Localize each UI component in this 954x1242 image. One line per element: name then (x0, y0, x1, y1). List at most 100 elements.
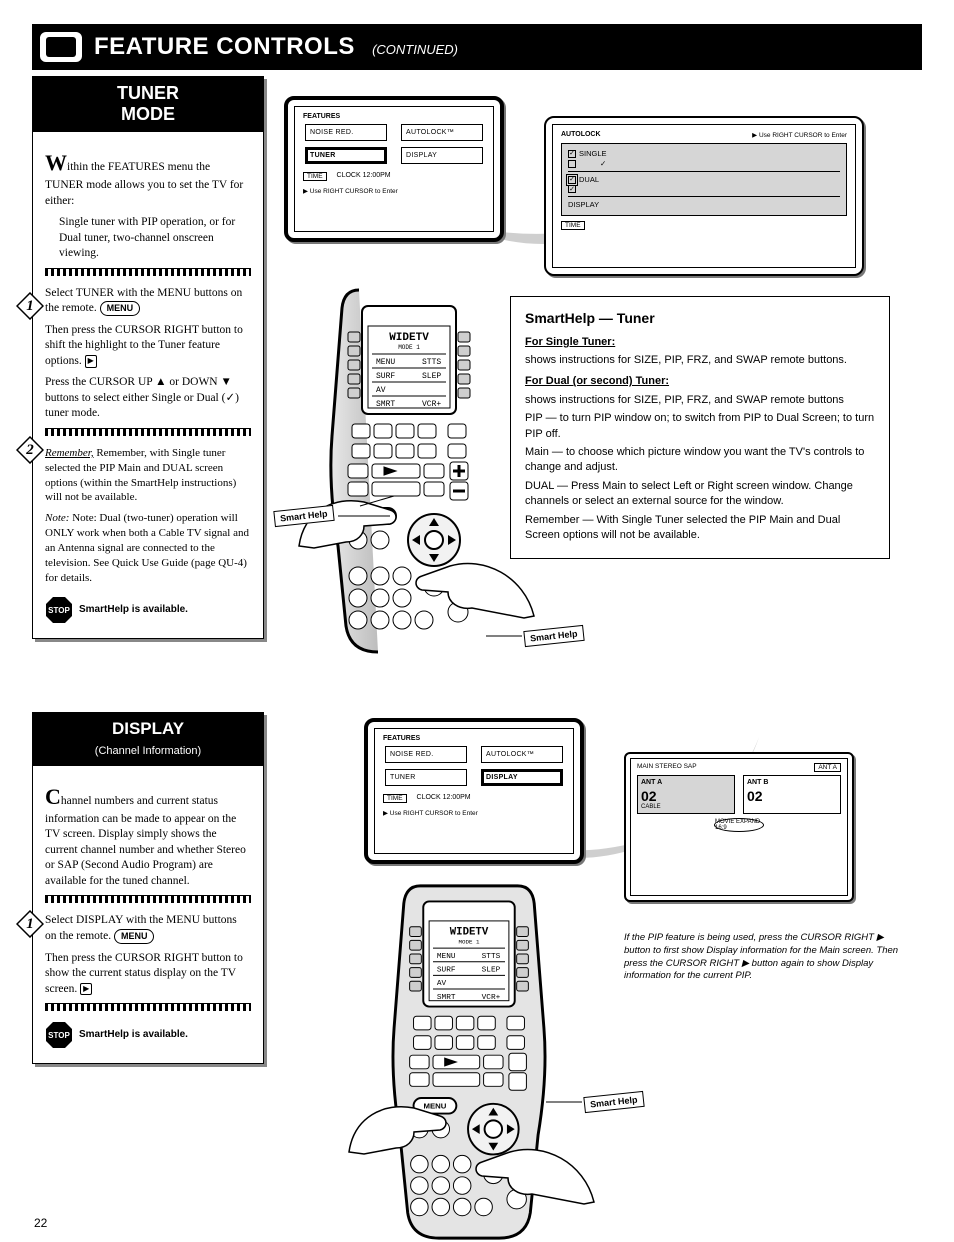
divider-rule (45, 268, 251, 276)
sidebar-panel: TUNER MODE Within the FEATURES menu the … (32, 76, 264, 639)
sidebar-head-l2: MODE (121, 104, 175, 124)
sidebar-head: DISPLAY (Channel Information) (33, 713, 263, 766)
sidebar-head: TUNER MODE (33, 77, 263, 132)
intro: Within the FEATURES menu the TUNER mode … (45, 148, 251, 209)
tv-help: ▶ Use RIGHT CURSOR to Enter (752, 131, 847, 139)
help-body: shows instructions for SIZE, PIP, FRZ, a… (525, 393, 875, 408)
smart-help-chip: Smart Help (583, 1091, 644, 1113)
smart-help-chip: Smart Help (523, 625, 584, 647)
step1-line1: Select TUNER with the MENU buttons on th… (45, 286, 251, 317)
checkbox-icon: ✓ (568, 176, 576, 184)
menu-item: NOISE RED. (385, 746, 467, 763)
svg-text:SLEP: SLEP (482, 967, 501, 975)
tv-features: FEATURES NOISE RED. AUTOLOCK™ TUNER DISP… (284, 96, 504, 242)
help-sub-a: For Single Tuner: (525, 335, 875, 350)
intro: Channel numbers and current status infor… (45, 782, 251, 889)
time-btn: TIME (383, 794, 407, 803)
menu-item-selected: TUNER (305, 147, 387, 164)
sidebar-body: Within the FEATURES menu the TUNER mode … (33, 132, 263, 637)
menu-item: AUTOLOCK™ (481, 746, 563, 763)
section-display: DISPLAY (Channel Information) Channel nu… (32, 712, 922, 1172)
topbar-title-main: FEATURE CONTROLS (94, 33, 355, 60)
tv-features: FEATURES NOISE RED. AUTOLOCK™ TUNER DISP… (364, 718, 584, 864)
checkbox-icon: ✓ (568, 185, 576, 193)
menu-item: NOISE RED. (305, 124, 387, 141)
stop-icon: STOP (45, 1021, 73, 1049)
hand-press-cursor-icon (414, 536, 544, 626)
dual-top-right: ANT A (814, 763, 841, 772)
menu-item: AUTOLOCK™ (401, 124, 483, 141)
svg-text:VCR+: VCR+ (482, 994, 501, 1002)
cursor-right-icon: ▶ (85, 355, 97, 368)
menu-item-selected: DISPLAY (481, 769, 563, 786)
help-body: PIP — to turn PIP window on; to switch f… (525, 411, 875, 442)
display-line: DISPLAY (568, 200, 599, 209)
help-title: SmartHelp — Tuner (525, 309, 875, 329)
svg-text:SURF: SURF (376, 372, 395, 381)
svg-text:STOP: STOP (48, 606, 70, 615)
dual-col-b: ANT B 02 (743, 775, 841, 814)
tv-help: ▶ Use RIGHT CURSOR to Enter (383, 809, 565, 817)
remember-label: Remember, (45, 447, 94, 459)
tv-label: FEATURES (303, 113, 485, 120)
stop-icon: STOP (45, 596, 73, 624)
topbar: FEATURE CONTROLS (CONTINUED) (32, 24, 922, 70)
divider-rule (45, 895, 251, 903)
smart-help-callout: Smart Help (274, 506, 394, 526)
time-btn: TIME (303, 172, 327, 181)
hand-press-cursor-icon (474, 1122, 604, 1212)
help-body: Remember — With Single Tuner selected th… (525, 513, 875, 544)
hand-press-menu-icon (344, 1082, 454, 1162)
tv-icon (38, 30, 84, 64)
note-label: Note: (45, 512, 69, 524)
step-number: 1 (26, 916, 34, 933)
remember: Remember, Remember, with Single tuner se… (45, 446, 251, 505)
help-panel: SmartHelp — Tuner For Single Tuner: show… (510, 296, 890, 559)
topbar-title: FEATURE CONTROLS (CONTINUED) (94, 33, 458, 61)
help-body: Main — to choose which picture window yo… (525, 445, 875, 476)
stop-row: STOP SmartHelp is available. (45, 1021, 251, 1049)
pip-note: If the PIP feature is being used, press … (624, 932, 904, 983)
svg-text:WIDETV: WIDETV (389, 332, 429, 344)
step1-line2: Then press the CURSOR RIGHT button to sh… (45, 323, 251, 370)
sidebar-head-l1: DISPLAY (112, 719, 184, 738)
svg-text:WIDETV: WIDETV (450, 927, 489, 939)
divider-rule-2 (45, 428, 251, 436)
menu-pill-icon: MENU (114, 929, 155, 944)
sidebar-panel: DISPLAY (Channel Information) Channel nu… (32, 712, 264, 1064)
step-number: 1 (26, 298, 34, 315)
svg-text:SLEP: SLEP (422, 372, 441, 381)
cursor-right-icon: ▶ (80, 983, 92, 996)
clock: CLOCK 12:00PM (337, 172, 391, 181)
menu-item: TUNER (385, 769, 467, 786)
stop-row: STOP SmartHelp is available. (45, 596, 251, 624)
canvas-display: FEATURES NOISE RED. AUTOLOCK™ TUNER DISP… (284, 712, 922, 1172)
tv-checklist: AUTOLOCK ▶ Use RIGHT CURSOR to Enter ✓SI… (544, 116, 864, 276)
topbar-title-sub: (CONTINUED) (372, 42, 458, 57)
svg-text:MODE 1: MODE 1 (398, 344, 420, 351)
smart-help-callout: Smart Help (484, 626, 584, 646)
svg-text:MENU: MENU (376, 358, 395, 367)
checklist: ✓SINGLE ✓ ✓DUAL ✓ DISPLAY (561, 143, 847, 216)
svg-text:STTS: STTS (482, 953, 501, 961)
step-marker-1: 1 (16, 292, 44, 320)
canvas-tuner: FEATURES NOISE RED. AUTOLOCK™ TUNER DISP… (284, 76, 922, 686)
clock: CLOCK 12:00PM (417, 794, 471, 803)
svg-text:SMRT: SMRT (376, 400, 395, 409)
step-number: 2 (26, 442, 34, 459)
svg-text:SURF: SURF (437, 967, 456, 975)
tv-label: FEATURES (383, 735, 565, 742)
dual-col-a: ANT A 02 CABLE (637, 775, 735, 814)
stop-text: SmartHelp is available. (79, 1028, 188, 1042)
bullet: Single tuner with PIP operation, or for … (45, 215, 251, 262)
step-marker-1: 1 (16, 910, 44, 938)
svg-text:MODE 1: MODE 1 (459, 938, 480, 945)
svg-text:AV: AV (437, 980, 447, 988)
svg-text:STTS: STTS (422, 358, 441, 367)
sidebar-head-l2: (Channel Information) (95, 745, 201, 757)
checkbox-icon (568, 160, 576, 168)
sidebar-head-l1: TUNER (117, 83, 179, 103)
svg-text:SMRT: SMRT (437, 994, 456, 1002)
tv-help: ▶ Use RIGHT CURSOR to Enter (303, 187, 485, 195)
smart-help-chip: Smart Help (273, 505, 334, 527)
